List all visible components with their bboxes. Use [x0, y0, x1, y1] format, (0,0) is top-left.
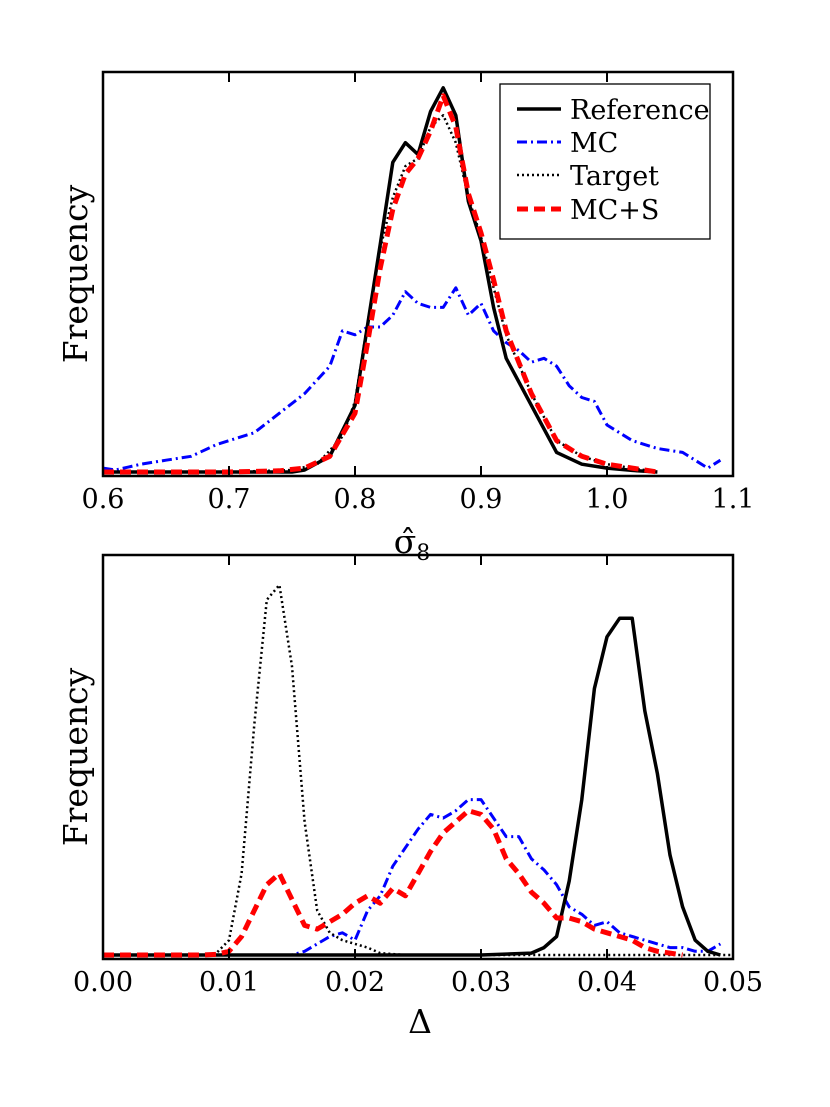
sigma8-y-axis-label: Frequency	[56, 184, 95, 363]
sigma8-x-axis-label-sub: 8	[416, 541, 430, 566]
sigma8-axes-frame	[101, 70, 735, 478]
delta-series-mc-s	[103, 808, 683, 958]
delta-x-ticks: 0.00 0.01 0.02 0.03 0.04 0.05	[73, 555, 763, 998]
legend: Reference MC Target MC+S	[499, 83, 711, 240]
delta-curves	[103, 583, 733, 958]
legend-label-reference: Reference	[570, 95, 710, 126]
legend-label-mc: MC	[570, 128, 618, 159]
delta-series-target	[103, 583, 733, 957]
delta-histogram-panel: 0.00 0.01 0.02 0.03 0.04 0.05 Frequency Δ	[56, 553, 763, 1041]
delta-tick-label: 0.03	[451, 967, 511, 998]
sigma8-tick-label: 0.9	[460, 484, 503, 515]
sigma8-x-axis-label-main: σ̂	[394, 522, 417, 561]
sigma8-tick-label: 1.0	[586, 484, 629, 515]
delta-tick-label: 0.04	[577, 967, 637, 998]
sigma8-histogram-panel: 0.6 0.7 0.8 0.9 1.0 1.1 Frequency σ̂8 Referen…	[56, 70, 755, 566]
delta-x-axis-label: Δ	[408, 1002, 432, 1041]
delta-axes-frame	[101, 553, 735, 961]
delta-tick-label: 0.00	[73, 967, 133, 998]
sigma8-tick-label: 0.6	[82, 484, 125, 515]
delta-y-axis-label: Frequency	[56, 667, 95, 846]
delta-tick-label: 0.02	[325, 967, 385, 998]
legend-label-target: Target	[570, 161, 659, 192]
sigma8-series-mc	[103, 286, 722, 472]
sigma8-x-axis-label: σ̂8	[394, 522, 431, 566]
sigma8-series-mc-s	[103, 93, 658, 475]
sigma8-tick-label: 1.1	[712, 484, 755, 515]
sigma8-tick-label: 0.7	[208, 484, 251, 515]
delta-tick-label: 0.05	[703, 967, 763, 998]
delta-tick-label: 0.01	[199, 967, 259, 998]
delta-series-mc	[103, 798, 722, 957]
delta-series-reference	[103, 616, 721, 957]
sigma8-series-reference	[103, 86, 658, 474]
legend-label-mc-s: MC+S	[570, 195, 659, 226]
sigma8-curves	[103, 86, 722, 475]
sigma8-tick-label: 0.8	[334, 484, 377, 515]
sigma8-x-ticks: 0.6 0.7 0.8 0.9 1.0 1.1	[82, 72, 755, 515]
legend-frame	[499, 83, 711, 240]
